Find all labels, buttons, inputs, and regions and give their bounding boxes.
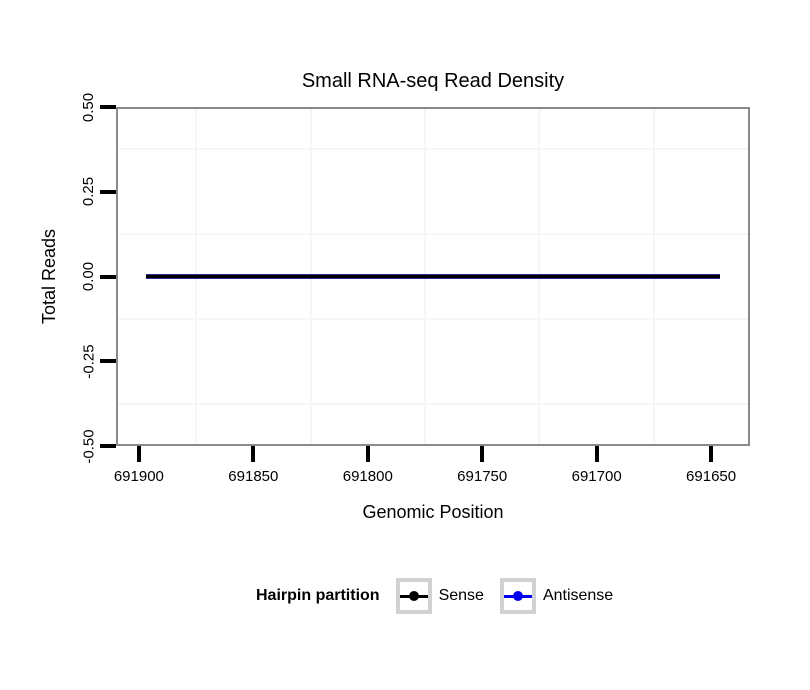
legend-label-sense: Sense: [438, 587, 484, 604]
x-axis-tick: [365, 446, 370, 462]
y-axis-tick-label: 0.50: [74, 75, 104, 139]
x-axis-tick-label: 691800: [342, 468, 393, 485]
read-density-line: [145, 274, 721, 279]
minor-gridline-horizontal: [118, 317, 748, 320]
y-axis-tick-label-text: 0.50: [80, 92, 98, 122]
x-axis-tick-label: 691850: [228, 468, 279, 485]
legend-key-antisense: [499, 578, 536, 614]
chart-title: Small RNA-seq Read Density: [301, 70, 565, 92]
read-density-line-core: [145, 275, 721, 278]
x-axis-title: Genomic Position: [362, 502, 504, 522]
x-axis-tick: [251, 446, 256, 462]
y-axis-title-text: Total Reads: [39, 228, 60, 324]
y-axis-tick-label: -0.25: [74, 329, 104, 393]
y-axis-tick-label-text: -0.50: [80, 428, 98, 464]
y-axis-tick-label-text: 0.25: [80, 177, 98, 207]
minor-gridline-horizontal: [118, 402, 748, 405]
legend-label-antisense: Antisense: [542, 587, 614, 604]
legend-title: Hairpin partition: [256, 587, 380, 604]
x-axis-tick-label: 691650: [686, 468, 737, 485]
y-axis-tick-label: -0.50: [74, 414, 104, 478]
x-axis-tick-label: 691700: [571, 468, 622, 485]
y-axis-tick: [100, 105, 116, 109]
legend-key-sense: [395, 578, 432, 614]
y-axis-tick-label-text: 0.00: [80, 261, 98, 292]
y-axis-tick-label: 0.00: [74, 245, 104, 309]
minor-gridline-horizontal: [118, 233, 748, 236]
plot-panel: [116, 107, 750, 446]
y-axis-tick: [100, 189, 116, 194]
legend: Hairpin partition Sense Antisense: [256, 578, 629, 614]
y-axis-tick: [100, 274, 116, 279]
x-axis-tick: [594, 446, 599, 462]
minor-gridline-horizontal: [118, 148, 748, 151]
x-axis-tick-label: 691750: [457, 468, 508, 485]
antisense-point-icon: [512, 591, 523, 601]
y-axis-tick: [100, 444, 116, 448]
y-axis-title: Total Reads: [28, 196, 72, 356]
x-axis-tick-label: 691900: [113, 468, 164, 485]
sense-point-icon: [408, 591, 419, 601]
x-axis-tick: [136, 446, 141, 462]
y-axis-tick: [100, 359, 116, 364]
y-axis-tick-label: 0.25: [74, 160, 104, 224]
x-axis-tick: [480, 446, 485, 462]
y-axis-tick-label-text: -0.25: [80, 344, 98, 379]
x-axis-tick: [709, 446, 714, 462]
